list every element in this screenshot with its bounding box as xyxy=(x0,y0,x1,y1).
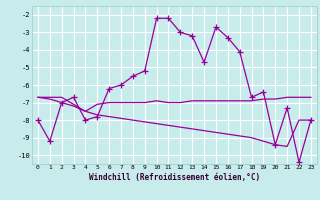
X-axis label: Windchill (Refroidissement éolien,°C): Windchill (Refroidissement éolien,°C) xyxy=(89,173,260,182)
